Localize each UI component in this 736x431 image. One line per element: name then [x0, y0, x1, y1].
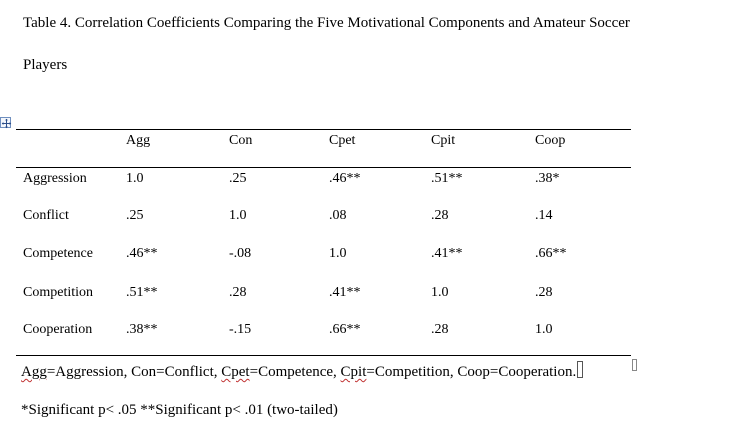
note-text: =Competition, Coop=Cooperation. — [366, 364, 577, 380]
table-cell: .38* — [535, 171, 560, 186]
table-cell: 1.0 — [535, 322, 553, 337]
table-cell: .28 — [431, 322, 449, 337]
row-label-competence: Competence — [23, 246, 93, 261]
spell-flagged-word[interactable]: Cpit — [340, 364, 367, 380]
row-label-cooperation: Cooperation — [23, 322, 93, 337]
column-header-coop: Coop — [535, 133, 566, 148]
table-header-rule — [16, 167, 631, 168]
spell-flagged-word[interactable]: Cpet — [221, 364, 250, 380]
table-cell: .28 — [229, 285, 247, 300]
table-cell: .51** — [126, 285, 158, 300]
table-caption-line-1: Table 4. Correlation Coefficients Compar… — [23, 15, 630, 31]
table-cell: .08 — [329, 208, 347, 223]
table-cell: .51** — [431, 171, 463, 186]
table-cell: .38** — [126, 322, 158, 337]
table-cell: .14 — [535, 208, 553, 223]
table-cell: .28 — [535, 285, 553, 300]
text-cursor — [577, 361, 584, 378]
abbreviation-note: Agg=Aggression, Con=Conflict, Cpet=Compe… — [21, 361, 584, 381]
table-cell: .46** — [329, 171, 361, 186]
table-cell: .41** — [431, 246, 463, 261]
table-cell: .25 — [229, 171, 247, 186]
table-cell: -.15 — [229, 322, 252, 337]
table-cell: 1.0 — [329, 246, 347, 261]
row-label-aggression: Aggression — [23, 171, 87, 186]
row-label-conflict: Conflict — [23, 208, 69, 223]
column-header-agg: Agg — [126, 133, 151, 148]
column-header-cpit: Cpit — [431, 133, 456, 148]
note-text: =Aggression, Con=Conflict, — [46, 364, 222, 380]
table-move-handle-icon[interactable] — [0, 117, 12, 129]
significance-note: *Significant p< .05 **Significant p< .01… — [21, 402, 338, 418]
table-cell: 1.0 — [229, 208, 247, 223]
table-top-rule — [16, 129, 631, 130]
table-cell: .66** — [535, 246, 567, 261]
table-bottom-rule — [16, 355, 631, 356]
paragraph-mark-icon — [632, 359, 637, 371]
note-text: =Competence, — [249, 364, 341, 380]
table-cell: -.08 — [229, 246, 252, 261]
row-label-competition: Competition — [23, 285, 93, 300]
table-cell: .25 — [126, 208, 144, 223]
column-header-cpet: Cpet — [329, 133, 356, 148]
table-cell: .46** — [126, 246, 158, 261]
table-cell: 1.0 — [126, 171, 144, 186]
table-cell: .66** — [329, 322, 361, 337]
spell-flagged-word[interactable]: Agg — [21, 364, 47, 380]
table-cell: .41** — [329, 285, 361, 300]
column-header-con: Con — [229, 133, 253, 148]
table-cell: .28 — [431, 208, 449, 223]
table-caption-line-2: Players — [23, 57, 68, 73]
table-cell: 1.0 — [431, 285, 449, 300]
